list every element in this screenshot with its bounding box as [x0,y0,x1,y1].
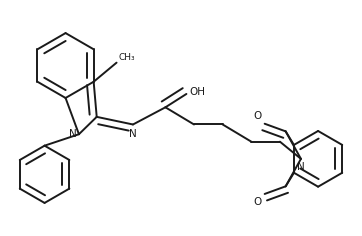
Text: N: N [69,129,77,139]
Text: N: N [129,129,137,139]
Text: O: O [253,197,262,207]
Text: CH₃: CH₃ [118,53,135,62]
Text: O: O [253,111,262,121]
Text: N: N [297,162,305,172]
Text: OH: OH [189,87,206,97]
